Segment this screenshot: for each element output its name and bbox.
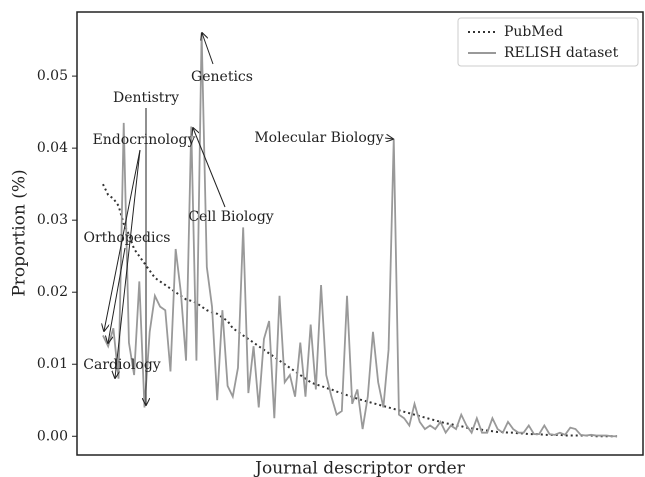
y-tick-label: 0.04 [37, 140, 68, 156]
annotation: Endocrinology [93, 132, 196, 148]
legend-label: PubMed [504, 24, 563, 40]
y-tick-label: 0.02 [37, 284, 68, 300]
plot-frame [76, 11, 644, 456]
annotation-arrows [104, 33, 393, 405]
annotation: Cell Biology [188, 209, 273, 225]
y-tick-label: 0.05 [37, 68, 68, 84]
y-tick-label: 0.01 [37, 356, 68, 372]
annotation: Dentistry [113, 90, 179, 106]
y-axis-label: Proportion (%) [10, 169, 30, 296]
legend-box [457, 17, 639, 67]
annotation: Cardiology [83, 357, 160, 373]
line-series [102, 183, 618, 438]
x-axis-label: Journal descriptor order [253, 459, 466, 477]
annotation: Molecular Biology [254, 130, 383, 146]
annotation: Orthopedics [84, 230, 171, 246]
arrow [104, 149, 141, 331]
annotation: Genetics [191, 69, 253, 85]
y-tick-label: 0.00 [37, 428, 68, 444]
arrow [193, 128, 226, 208]
plot-area [72, 32, 618, 438]
y-tick-label: 0.03 [37, 212, 68, 228]
arrow [384, 138, 393, 139]
arrow [108, 247, 126, 343]
arrow [115, 149, 141, 378]
legend: PubMed RELISH dataset [457, 17, 639, 67]
arrow [202, 33, 214, 65]
line-series [102, 32, 618, 438]
legend-label: RELISH dataset [504, 45, 619, 61]
